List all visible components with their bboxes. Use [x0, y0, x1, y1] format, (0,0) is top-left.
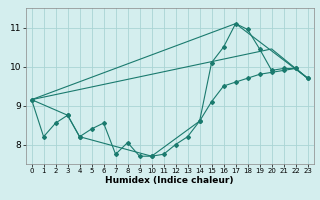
X-axis label: Humidex (Indice chaleur): Humidex (Indice chaleur): [105, 176, 234, 185]
